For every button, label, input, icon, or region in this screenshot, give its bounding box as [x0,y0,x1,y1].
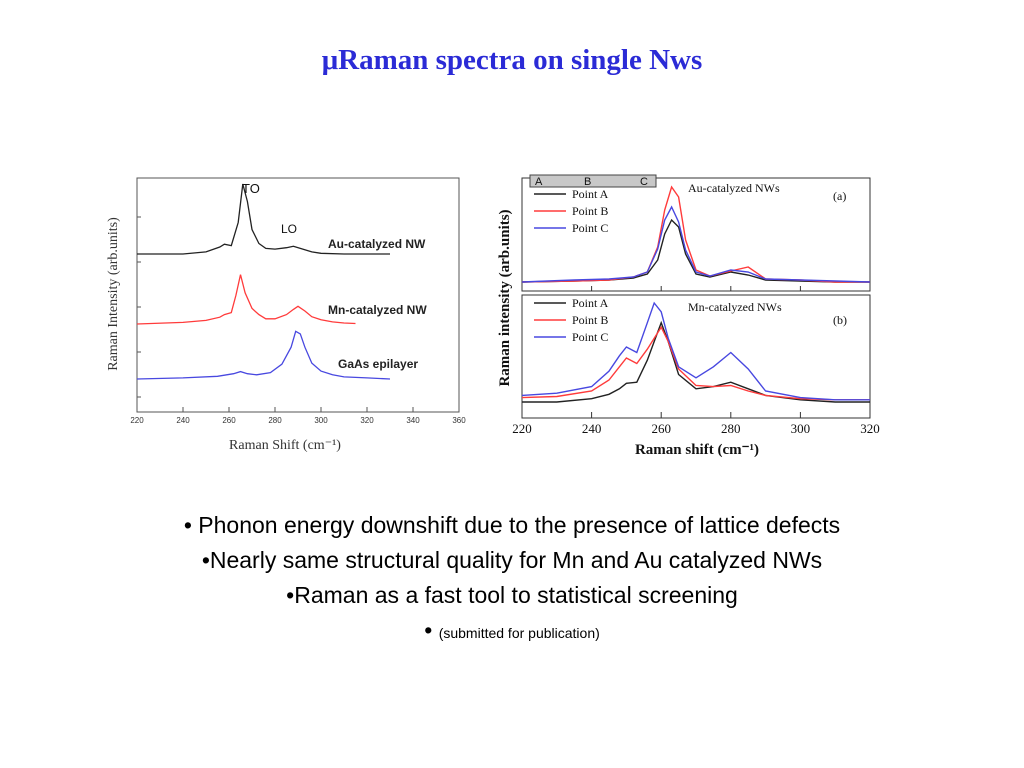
legend-label: Point C [572,330,608,344]
slide-title: μRaman spectra on single Nws [321,44,703,76]
x-tick-label: 260 [222,416,236,425]
spectrum-line-2 [136,274,356,325]
x-axis-label: Raman Shift (cm⁻¹) [229,438,341,453]
legend-mn-catalyzed-nw: Mn-catalyzed NW [328,303,427,317]
bullet-structural-quality: •Nearly same structural quality for Mn a… [201,547,823,573]
x-tick-label: 220 [512,421,532,436]
bullet-phonon-downshift: • Phonon energy downshift due to the pre… [183,512,841,538]
legend-au-catalyzed-nw: Au-catalyzed NW [328,237,426,251]
x-tick-label: 280 [268,416,282,425]
panel-b-frame [521,294,871,419]
map-label-c: C [640,176,648,188]
panel-b-title: Mn-catalyzed NWs [688,300,782,314]
x-tick-label: 320 [360,416,374,425]
x-tick-label: 280 [721,421,741,436]
legend-label: Point B [572,313,608,327]
map-label-a: A [535,176,543,188]
x-tick-label: 300 [314,416,328,425]
annotation-to: TO [242,181,260,196]
panel-b-line-3 [521,301,870,401]
panel-a-line-3 [521,205,871,283]
panel-b-line-2 [521,325,870,401]
spectrum-line-1 [137,183,390,255]
legend-gaas-epilayer: GaAs epilayer [338,357,418,371]
legend-label: Point A [572,187,609,201]
raman-chart-right: A B C Point A Point B Point C Point A Point … [492,172,882,464]
publication-note: (submitted for publication) [438,625,600,641]
bullet-raman-screening: •Raman as a fast tool to statistical scr… [286,582,738,608]
map-label-b: B [584,176,591,188]
raman-chart-left: 220 240 260 280 300 320 340 360 TO LO Au-cataly… [100,172,470,462]
panel-a-frame [521,177,871,292]
map-strip [529,174,657,188]
panel-a-label: (a) [833,189,846,203]
legend-label: Point C [572,221,608,235]
legend-label: Point A [572,296,609,310]
bullet-list: • Phonon energy downshift due to the pre… [0,508,1024,651]
x-tick-label: 360 [452,416,466,425]
y-axis-label: Raman intensity (arb.units) [497,209,513,386]
x-axis-label: Raman shift (cm⁻¹) [635,442,759,458]
spectrum-line-3 [136,330,391,380]
raman-chart-right-svg: A B C Point A Point B Point C Point A Point … [497,174,880,458]
legend-label: Point B [572,204,608,218]
raman-chart-left-svg: 220 240 260 280 300 320 340 360 TO LO Au-cataly… [106,177,466,453]
panel-a-line-1 [521,218,870,283]
plot-frame [136,177,460,413]
x-tick-label: 300 [791,421,811,436]
panel-b-label: (b) [833,313,847,327]
y-axis-label: Raman Intensity (arb.units) [106,217,121,371]
bullet-publication-note: • (submitted for publication) [0,613,1024,651]
annotation-lo: LO [281,222,297,236]
x-tick-label: 320 [860,421,880,436]
x-tick-label: 220 [130,416,144,425]
bullet-dot: • [424,617,433,643]
x-tick-label: 260 [651,421,671,436]
panel-a-title: Au-catalyzed NWs [688,181,780,195]
x-tick-label: 340 [406,416,420,425]
x-tick-label: 240 [176,416,190,425]
x-tick-label: 240 [582,421,602,436]
